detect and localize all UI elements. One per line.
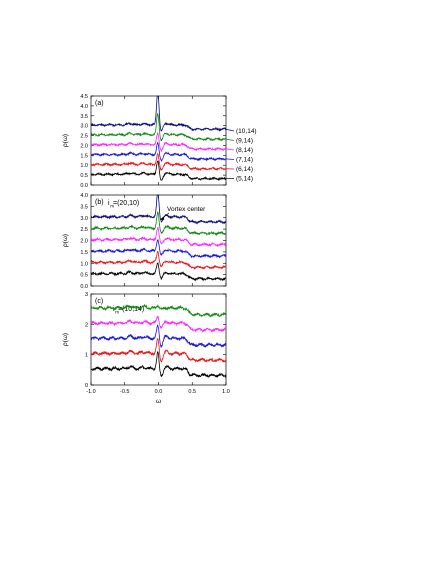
panel-a-series-(6,14) bbox=[90, 152, 227, 172]
panel-b-ytick-label: 2.5 bbox=[80, 227, 88, 233]
panel-a-legend-label: (8,14) bbox=[236, 147, 253, 154]
panel-b-series-0 bbox=[90, 261, 227, 282]
panel-a-ytick-label: 3.5 bbox=[80, 114, 88, 120]
panel-a-legend-label: (5,14) bbox=[236, 176, 253, 183]
panel-b-ylabel: ρ(ω) bbox=[62, 234, 69, 247]
panel-a-legend-leader bbox=[225, 158, 235, 160]
panel-b-ytick-label: 1.0 bbox=[80, 261, 88, 267]
panel-a-legend-leader bbox=[225, 138, 235, 141]
panel-a-legend-label: (6,14) bbox=[236, 166, 253, 173]
panel-c-ytick-label: 1 bbox=[85, 353, 88, 359]
panel-c-ytick-label: 0 bbox=[85, 383, 88, 389]
panel-a-ytick-label: 1.0 bbox=[80, 163, 88, 169]
panel-b-callout-arrowhead bbox=[160, 216, 165, 220]
panel-b-annotation-sub: m bbox=[110, 204, 114, 209]
panel-b-annotation-value: =(20,10) bbox=[113, 200, 139, 207]
panel-a-ytick-label: 2.5 bbox=[80, 134, 88, 140]
panel-c-series-2 bbox=[90, 324, 227, 349]
panel-b-series-5 bbox=[90, 194, 227, 225]
panel-b-ytick-label: 0.0 bbox=[80, 284, 88, 290]
panel-b-label: (b) bbox=[95, 199, 104, 206]
panel-a-ylabel: ρ(ω) bbox=[62, 134, 69, 147]
panel-a: 0.0 0.5 1.0 1.5 2.0 2.5 3.0 3.5 4.0 4.5 ρ(ω) (a) (5,… bbox=[62, 94, 257, 189]
panel-b: 0.0 0.5 1.0 1.5 2.0 2.5 3.0 3.5 4.0 ρ(ω) (b) i m =(20… bbox=[62, 193, 227, 290]
panel-b-ytick-label: 1.5 bbox=[80, 250, 88, 256]
panel-c-annotation-sub: m bbox=[115, 310, 119, 315]
panel-a-series-(8,14) bbox=[90, 131, 227, 153]
panel-a-legend-label: (10,14) bbox=[236, 128, 257, 135]
panel-a-ytick-label: 4.5 bbox=[80, 94, 88, 100]
panel-c-xlabel: ω bbox=[156, 398, 161, 405]
panel-c-series-3 bbox=[90, 315, 227, 333]
panel-a-ytick-label: 1.5 bbox=[80, 153, 88, 159]
panel-c-ylabel: ρ(ω) bbox=[62, 333, 69, 346]
panel-a-series-(9,14) bbox=[90, 112, 227, 142]
panel-c-series-4 bbox=[90, 303, 227, 318]
panel-a-ytick-label: 3.0 bbox=[80, 124, 88, 130]
panel-b-series-1 bbox=[90, 250, 227, 270]
panel-c-ytick-label: 3 bbox=[85, 292, 88, 298]
panel-c-series-0 bbox=[90, 351, 227, 379]
panel-b-ytick-label: 0.5 bbox=[80, 273, 88, 279]
panel-a-series-(7,14) bbox=[90, 141, 227, 162]
panel-a-label: (a) bbox=[95, 100, 104, 107]
panel-b-series-4 bbox=[90, 211, 227, 237]
panel-a-frame bbox=[90, 95, 227, 186]
panel-a-legend-leader bbox=[225, 128, 235, 132]
panel-a-series-(5,14) bbox=[90, 160, 227, 182]
panel-b-series-3 bbox=[90, 226, 227, 247]
panel-a-legend-label: (9,14) bbox=[236, 138, 253, 145]
panel-c-ytick-label: 2 bbox=[85, 322, 88, 328]
panel-b-callout: Vortex center bbox=[167, 206, 206, 213]
panel-c-xtick-label: 0.5 bbox=[188, 389, 196, 395]
panel-a-legend-label: (7,14) bbox=[236, 157, 253, 164]
panel-b-ytick-label: 4.0 bbox=[80, 193, 88, 199]
panel-b-annotation: i bbox=[108, 200, 110, 207]
panel-a-ytick-label: 4.0 bbox=[80, 104, 88, 110]
panel-c-xtick-label: 0.0 bbox=[155, 389, 163, 395]
panel-a-series-(10,14) bbox=[90, 95, 227, 133]
panel-c-series-1 bbox=[90, 338, 227, 363]
panel-b-ytick-label: 3.0 bbox=[80, 216, 88, 222]
panel-a-ytick-label: 0.0 bbox=[80, 183, 88, 189]
panel-a-legend-leader bbox=[225, 148, 235, 151]
panel-c-annotation-value: =(10,14) bbox=[118, 306, 144, 313]
panel-c-xtick-label: -1.0 bbox=[86, 389, 95, 395]
panel-c-label: (c) bbox=[95, 298, 103, 305]
panel-b-ytick-label: 3.5 bbox=[80, 204, 88, 210]
panel-c-xtick-label: -0.5 bbox=[120, 389, 129, 395]
panel-a-ytick-label: 0.5 bbox=[80, 173, 88, 179]
panel-b-series-2 bbox=[90, 238, 227, 259]
panel-c-xtick-label: 1.0 bbox=[222, 389, 230, 395]
panel-a-ytick-label: 2.0 bbox=[80, 143, 88, 149]
panel-b-ytick-label: 2.0 bbox=[80, 239, 88, 245]
